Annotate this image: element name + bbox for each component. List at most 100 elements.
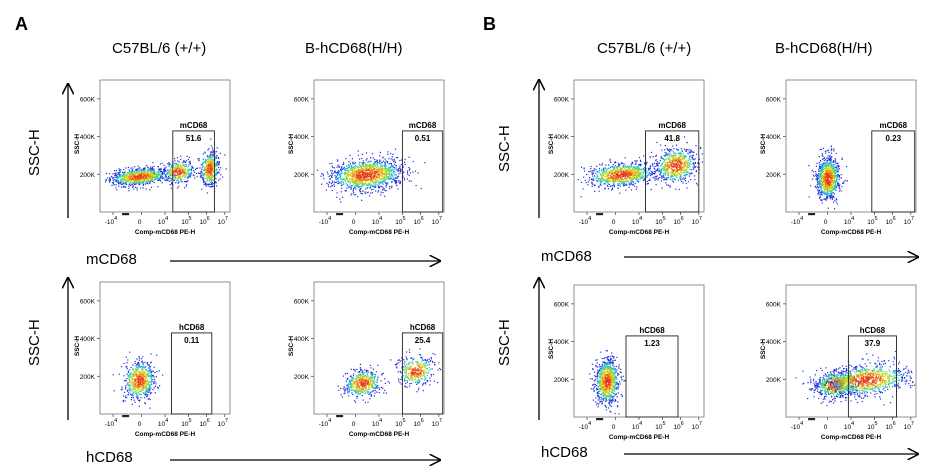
- x-tick-label: 107: [432, 418, 442, 428]
- event-dot: [370, 165, 372, 168]
- event-dot: [359, 179, 361, 181]
- event-dot: [616, 167, 618, 169]
- event-dot: [343, 173, 345, 175]
- event-dot: [136, 179, 138, 181]
- event-dot: [371, 170, 373, 172]
- event-dot: [395, 156, 398, 159]
- event-dot: [134, 179, 136, 181]
- event-dot: [386, 162, 389, 164]
- event-dot: [360, 177, 362, 179]
- event-dot: [136, 396, 138, 398]
- event-dot: [184, 170, 186, 173]
- event-dot: [354, 179, 356, 181]
- event-dot: [423, 371, 425, 374]
- event-dot: [109, 181, 111, 183]
- event-dot: [220, 167, 222, 169]
- event-dot: [135, 380, 137, 382]
- event-dot: [392, 166, 394, 169]
- event-dot: [144, 366, 146, 368]
- event-dot: [178, 181, 180, 183]
- event-dot: [364, 389, 366, 392]
- event-dot: [165, 179, 167, 182]
- event-dot: [191, 172, 193, 175]
- event-dot: [130, 177, 132, 179]
- event-dot: [142, 377, 145, 380]
- event-dot: [148, 181, 150, 183]
- event-dot: [150, 379, 152, 381]
- event-dot: [419, 380, 421, 382]
- event-dot: [347, 185, 349, 187]
- event-dot: [145, 371, 147, 373]
- event-dot: [403, 171, 405, 173]
- event-dot: [384, 163, 386, 165]
- event-dot: [150, 377, 152, 379]
- event-dot: [427, 380, 429, 382]
- event-dot: [128, 183, 131, 185]
- event-dot: [138, 176, 140, 178]
- event-dot: [429, 384, 431, 386]
- event-dot: [201, 188, 203, 190]
- event-dot: [352, 379, 354, 381]
- event-dot: [334, 185, 336, 187]
- event-dot: [356, 171, 358, 173]
- event-dot: [399, 160, 401, 162]
- event-dot: [212, 163, 214, 165]
- event-dot: [388, 178, 390, 180]
- event-dot: [322, 173, 324, 175]
- y-tick-label: 400K: [294, 336, 310, 343]
- event-dot: [372, 186, 374, 188]
- event-dot: [178, 161, 180, 163]
- event-dot: [121, 183, 123, 185]
- event-dot: [377, 169, 379, 172]
- event-dot: [361, 378, 363, 380]
- event-dot: [353, 378, 355, 380]
- event-dot: [181, 162, 183, 164]
- event-dot: [118, 174, 120, 176]
- event-dot: [137, 179, 140, 181]
- event-dot: [127, 375, 129, 377]
- event-dot: [129, 385, 132, 387]
- event-dot: [379, 170, 382, 172]
- event-dot: [185, 181, 187, 183]
- event-dot: [355, 385, 358, 388]
- event-dot: [141, 373, 143, 375]
- event-dot: [351, 386, 353, 388]
- event-dot: [356, 376, 358, 378]
- event-dot: [206, 177, 208, 179]
- event-dot: [374, 377, 376, 379]
- event-dot: [211, 180, 213, 182]
- event-dot: [416, 382, 418, 384]
- event-dot: [125, 385, 127, 387]
- event-dot: [145, 374, 147, 376]
- event-dot: [357, 380, 359, 382]
- event-dot: [366, 375, 368, 377]
- event-dot: [403, 370, 405, 372]
- event-dot: [155, 172, 157, 174]
- event-dot: [144, 397, 146, 399]
- event-dot: [128, 389, 130, 391]
- event-dot: [399, 167, 401, 169]
- event-dot: [424, 375, 426, 378]
- event-dot: [364, 383, 366, 385]
- event-dot: [147, 178, 149, 180]
- event-dot: [136, 175, 139, 177]
- event-dot: [362, 170, 364, 172]
- event-dot: [374, 158, 376, 161]
- event-dot: [383, 171, 385, 173]
- event-dot: [397, 371, 399, 373]
- event-dot: [408, 180, 410, 182]
- event-dot: [124, 388, 127, 390]
- event-dot: [417, 376, 419, 378]
- event-dot: [125, 174, 127, 176]
- event-dot: [186, 155, 188, 157]
- event-dot: [146, 374, 148, 376]
- event-dot: [386, 178, 388, 180]
- event-dot: [132, 379, 134, 381]
- event-dot: [634, 177, 636, 179]
- event-dot: [222, 176, 224, 178]
- event-dot: [409, 361, 411, 364]
- event-dot: [418, 379, 420, 381]
- event-dot: [130, 177, 132, 179]
- event-dot: [331, 185, 333, 187]
- event-dot: [368, 387, 370, 389]
